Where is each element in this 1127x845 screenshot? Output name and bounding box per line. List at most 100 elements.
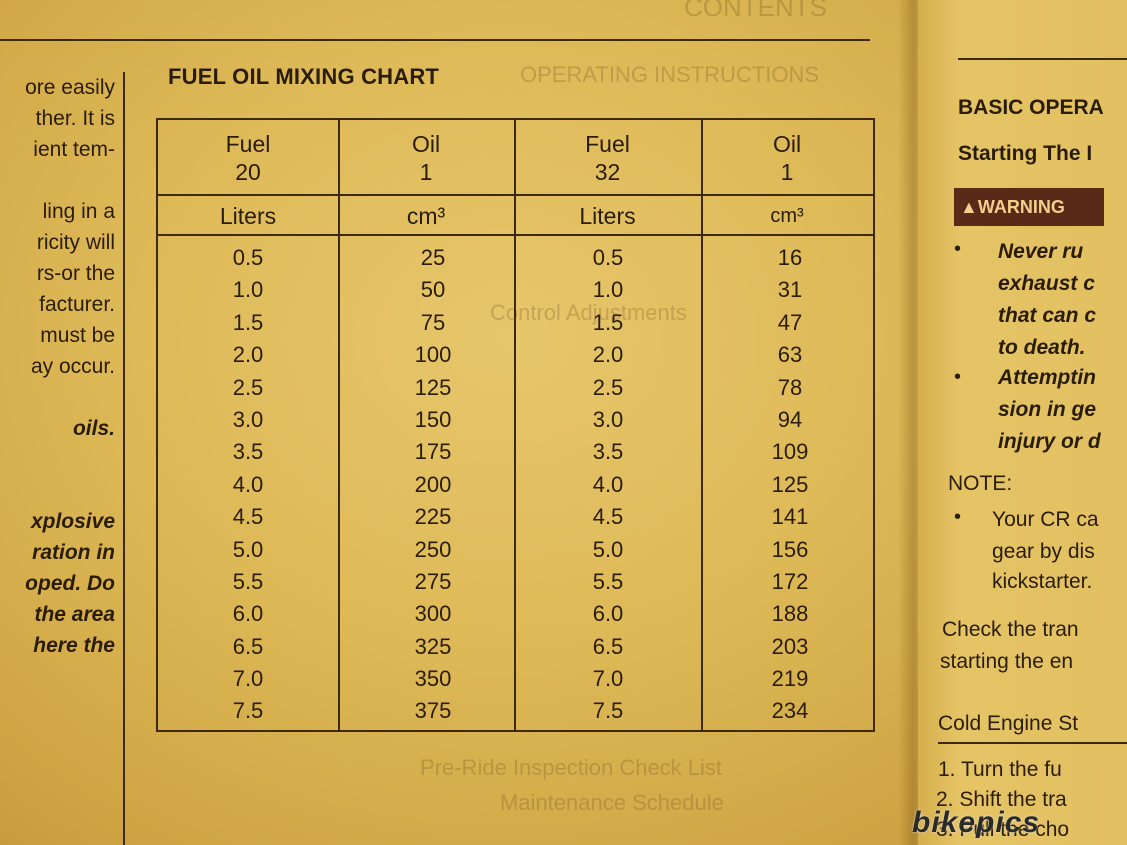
warning-triangle-icon: ▲	[960, 197, 978, 217]
table-cell: 1.0	[232, 277, 264, 303]
table-cell: 7.5	[592, 698, 624, 724]
warning-line: that can c	[998, 304, 1097, 327]
table-cell: 350	[414, 666, 452, 692]
step-line: 2. Shift the tra	[936, 788, 1067, 811]
left-column-line	[25, 382, 115, 413]
warning-line: sion in ge	[998, 398, 1097, 421]
left-column-line: must be	[40, 324, 115, 347]
table-cell: 125	[771, 471, 809, 497]
warning-badge: ▲WARNING	[954, 188, 1104, 226]
left-column-line	[25, 475, 115, 506]
table-cell: 150	[414, 406, 452, 432]
table-cell: 156	[771, 536, 809, 562]
header-line: 32	[594, 159, 621, 185]
chart-title: FUEL OIL MIXING CHART	[168, 64, 440, 89]
note-label: NOTE:	[948, 472, 1013, 495]
ratio-header-fuel-32: Fuel 32	[514, 130, 701, 186]
bullet-icon: •	[954, 506, 962, 528]
header-line: Oil	[772, 131, 802, 157]
ratio-header-oil-1b: Oil 1	[701, 130, 873, 186]
table-cell: 3.5	[232, 439, 264, 465]
table-cell: 100	[414, 342, 452, 368]
table-cell: 300	[414, 601, 452, 627]
table-cell: 25	[420, 245, 446, 270]
table-cell: 375	[414, 698, 452, 724]
header-line: 1	[419, 159, 433, 185]
table-cell: 4.0	[232, 471, 264, 497]
table-cell: 3.0	[232, 406, 264, 432]
table-cell: 5.5	[232, 568, 264, 594]
column-oil-20-cm3: 25 50 75 100 125 150 175 200 225 250 275 300 325 350 3…	[373, 242, 493, 728]
step-line: 3. Pull the cho	[936, 818, 1070, 841]
table-col-divider	[701, 120, 703, 730]
ratio-header-fuel-20: Fuel 20	[158, 130, 338, 186]
table-cell: 5.0	[592, 536, 624, 562]
table-cell: 141	[771, 504, 809, 530]
subheading-rule	[938, 742, 1127, 744]
left-column-line: facturer.	[39, 293, 115, 316]
table-cell: 225	[414, 504, 452, 530]
table-cell: 16	[777, 245, 803, 270]
table-cell: 78	[777, 374, 803, 400]
column-fuel-20-liters: 0.5 1.0 1.5 2.0 2.5 3.0 3.5 4.0 4.5 5.0 5.5 6.0 6.5 7…	[188, 242, 308, 728]
table-cell: 6.5	[592, 633, 624, 659]
table-cell: 63	[777, 342, 803, 368]
table-cell: 325	[414, 633, 452, 659]
table-cell: 1.0	[592, 277, 624, 303]
table-cell: 75	[420, 309, 446, 335]
table-cell: 250	[414, 536, 452, 562]
left-column-line: xplosive	[30, 510, 115, 533]
table-cell: 172	[771, 568, 809, 594]
table-cell: 188	[771, 601, 809, 627]
header-rule	[0, 39, 870, 41]
table-cell: 1.5	[232, 309, 264, 335]
warning-line: Attemptin	[998, 366, 1096, 389]
right-page: BASIC OPERA Starting The I ▲WARNING • • …	[918, 0, 1127, 845]
left-column-line	[25, 444, 115, 475]
warning-line: Never ru	[998, 240, 1084, 263]
table-cell: 5.5	[592, 568, 624, 594]
unit-header-liters: Liters	[579, 203, 636, 229]
unit-header-cm3: cm³	[770, 205, 804, 227]
table-cell: 94	[777, 406, 803, 432]
warning-line: exhaust c	[998, 272, 1095, 295]
bleed-through-text: Maintenance Schedule	[500, 790, 724, 815]
left-column-line: ling in a	[42, 200, 115, 223]
table-cell: 175	[414, 439, 452, 465]
table-cell: 234	[771, 698, 809, 724]
table-row-divider	[158, 234, 873, 236]
right-page-rule	[958, 58, 1127, 60]
left-column-line	[25, 165, 115, 196]
bleed-through-text: OPERATING INSTRUCTIONS	[520, 62, 820, 87]
table-cell: 219	[771, 666, 809, 692]
left-column-line: ient tem-	[33, 138, 115, 161]
table-cell: 6.0	[592, 601, 624, 627]
section-title: BASIC OPERA	[958, 96, 1104, 119]
table-cell: 7.0	[232, 666, 264, 692]
table-cell: 7.0	[592, 666, 624, 692]
table-cell: 3.0	[592, 406, 624, 432]
left-column-text: ore easily ther. It is ient tem-ling in a r…	[25, 72, 115, 661]
section-subtitle: Starting The I	[958, 142, 1093, 165]
watermark-logo: bikepics	[912, 806, 1041, 839]
header-line: 20	[235, 159, 261, 185]
table-cell: 2.0	[232, 342, 264, 368]
table-col-divider	[338, 120, 340, 730]
subheading: Cold Engine St	[938, 712, 1079, 735]
unit-header-cm3: cm³	[406, 203, 446, 229]
table-cell: 4.5	[592, 504, 624, 530]
left-column-line: rs-or the	[36, 262, 115, 285]
table-cell: 2.5	[232, 374, 264, 400]
table-cell: 47	[777, 309, 803, 335]
body-line: starting the en	[940, 650, 1074, 673]
left-column-line: oils.	[72, 417, 115, 440]
header-line: 1	[780, 159, 794, 185]
body-line: Check the tran	[942, 618, 1079, 641]
warning-label: WARNING	[977, 197, 1065, 217]
bullet-icon: •	[954, 238, 962, 260]
table-cell: 275	[414, 568, 452, 594]
table-col-divider	[514, 120, 516, 730]
left-column-line: oped. Do	[25, 572, 115, 595]
step-line: 1. Turn the fu	[938, 758, 1062, 781]
table-cell: 7.5	[232, 698, 264, 724]
